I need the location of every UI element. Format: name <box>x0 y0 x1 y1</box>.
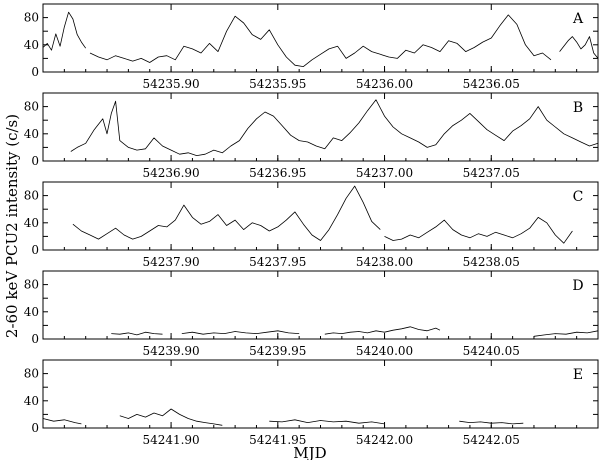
x-tick-label: 54238.05 <box>463 255 520 269</box>
panel-e: 0 40 80 54241.90 54241.95 54242.00 54242.05 E <box>24 359 599 447</box>
y-tick-label: 40 <box>24 394 39 408</box>
light-curve-segment <box>119 408 223 426</box>
x-tick-label: 54236.05 <box>463 77 520 91</box>
light-curve-segment <box>384 217 573 244</box>
y-tick-label: 40 <box>24 305 39 319</box>
x-tick-label: 54241.95 <box>249 433 306 447</box>
y-tick-label: 40 <box>24 38 39 52</box>
x-tick-label: 54236.95 <box>249 166 306 180</box>
panels-group: 0 40 80 54235.90 54235.95 54236.00 54236.05 A 0 4… <box>24 3 599 447</box>
light-curve-segment <box>181 330 300 335</box>
x-tick-label: 54235.90 <box>142 77 199 91</box>
x-tick-label: 54237.95 <box>249 255 306 269</box>
light-curve-segment <box>42 11 87 51</box>
y-axis-title: 2-60 keV PCU2 intensity (c/s) <box>3 114 21 338</box>
light-curve-segment <box>72 185 381 241</box>
light-curve-segment <box>324 326 441 335</box>
x-tick-label: 54242.05 <box>463 433 520 447</box>
panel-label: A <box>572 11 584 27</box>
y-tick-label: 0 <box>31 154 39 168</box>
light-curve-segment <box>533 330 599 337</box>
panel-c: 0 40 80 54237.90 54237.95 54238.00 54238.05 C <box>24 181 599 269</box>
light-curve-segment <box>70 99 599 156</box>
y-tick-label: 0 <box>31 332 39 346</box>
light-curve-segment <box>89 14 552 67</box>
y-tick-label: 0 <box>31 243 39 257</box>
x-tick-label: 54237.00 <box>356 166 413 180</box>
x-axis-title: MJD <box>293 444 326 460</box>
light-curve-segment <box>269 419 385 425</box>
x-tick-label: 54241.90 <box>142 433 199 447</box>
x-tick-label: 54242.00 <box>356 433 413 447</box>
x-tick-label: 54237.05 <box>463 166 520 180</box>
light-curve-segment <box>42 418 82 425</box>
x-tick-label: 54236.00 <box>356 77 413 91</box>
panel-frame <box>42 3 599 73</box>
y-tick-label: 80 <box>24 11 39 25</box>
y-tick-label: 40 <box>24 216 39 230</box>
x-tick-label: 54240.05 <box>463 344 520 358</box>
panel-label: B <box>573 100 583 116</box>
panel-frame <box>42 270 599 340</box>
light-curve-segment <box>559 36 599 59</box>
y-tick-label: 80 <box>24 278 39 292</box>
x-tick-label: 54236.90 <box>142 166 199 180</box>
y-tick-label: 0 <box>31 65 39 79</box>
x-tick-label: 54237.90 <box>142 255 199 269</box>
panel-label: C <box>573 189 584 205</box>
y-tick-label: 80 <box>24 367 39 381</box>
panel-label: D <box>572 278 583 294</box>
y-tick-label: 80 <box>24 100 39 114</box>
panel-d: 0 40 80 54239.90 54239.95 54240.00 54240.05 D <box>24 270 599 358</box>
x-tick-label: 54240.00 <box>356 344 413 358</box>
panel-frame <box>42 181 599 251</box>
y-tick-label: 0 <box>31 421 39 435</box>
panel-label: E <box>573 367 583 383</box>
y-tick-label: 80 <box>24 189 39 203</box>
panel-b: 0 40 80 54236.90 54236.95 54237.00 54237.05 B <box>24 92 599 180</box>
x-tick-label: 54239.90 <box>142 344 199 358</box>
light-curve-segment <box>111 331 163 336</box>
x-tick-label: 54235.95 <box>249 77 306 91</box>
panel-frame <box>42 92 599 162</box>
panel-a: 0 40 80 54235.90 54235.95 54236.00 54236.05 A <box>24 3 599 91</box>
x-tick-label: 54238.00 <box>356 255 413 269</box>
x-tick-label: 54239.95 <box>249 344 306 358</box>
y-tick-label: 40 <box>24 127 39 141</box>
